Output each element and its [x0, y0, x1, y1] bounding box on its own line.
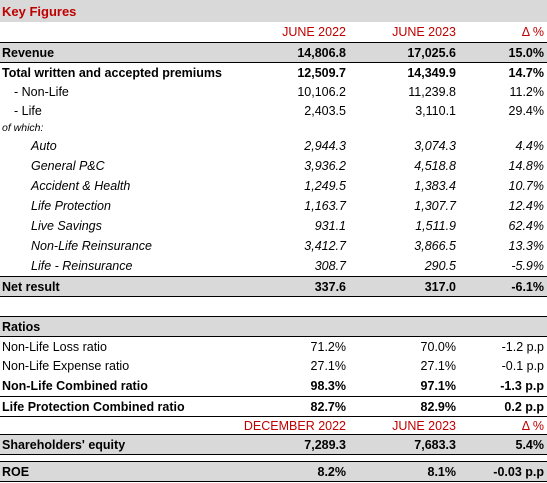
ratios-title: Ratios — [2, 319, 41, 334]
header-row-2: DECEMBER 2022 JUNE 2023 Δ % — [0, 416, 547, 434]
col-header-june-2023-2: JUNE 2023 — [392, 418, 456, 433]
ratios-title-bar: Ratios — [0, 316, 547, 336]
col-header-june-2022: JUNE 2022 — [282, 25, 346, 39]
col-header-delta-2: Δ % — [521, 418, 544, 433]
key-figures-title-bar: Key Figures — [0, 0, 547, 22]
table-row: Net result 337.6 317.0 -6.1% — [0, 276, 547, 297]
table-row: Non-Life Reinsurance 3,412.7 3,866.5 13.… — [31, 239, 544, 253]
col-header-december-2022: DECEMBER 2022 — [243, 418, 346, 433]
of-which-row: of which: — [2, 122, 44, 134]
table-row: Non-Life Combined ratio 98.3% 97.1% -1.3… — [2, 379, 544, 393]
table-row: - Life 2,403.5 3,110.1 29.4% — [14, 103, 544, 118]
col-header-june-2023: JUNE 2023 — [392, 25, 456, 39]
table-row: ROE 8.2% 8.1% -0.03 p.p — [0, 461, 547, 482]
key-figures-title: Key Figures — [2, 3, 77, 19]
table-row: Life Protection 1,163.7 1,307.7 12.4% — [31, 199, 544, 213]
header-row: JUNE 2022 JUNE 2023 Δ % — [0, 22, 547, 42]
table-row: Non-Life Loss ratio 71.2% 70.0% -1.2 p.p — [0, 336, 547, 356]
table-row: Life - Reinsurance 308.7 290.5 -5.9% — [31, 259, 544, 273]
table-row: Non-Life Expense ratio 27.1% 27.1% -0.1 … — [2, 359, 544, 373]
col-header-delta: Δ % — [521, 25, 544, 39]
table-row: Life Protection Combined ratio 82.7% 82.… — [0, 396, 547, 416]
table-row: Live Savings 931.1 1,511.9 62.4% — [31, 219, 544, 233]
table-row: - Non-Life 10,106.2 11,239.8 11.2% — [14, 84, 544, 99]
table-row: Accident & Health 1,249.5 1,383.4 10.7% — [31, 179, 544, 193]
table-row: Total written and accepted premiums 12,5… — [0, 62, 547, 82]
table-row: Auto 2,944.3 3,074.3 4.4% — [31, 139, 544, 153]
table-row: Shareholders' equity 7,289.3 7,683.3 5.4… — [0, 434, 547, 455]
table-row: Revenue 14,806.8 17,025.6 15.0% — [0, 42, 547, 62]
table-row: General P&C 3,936.2 4,518.8 14.8% — [31, 159, 544, 173]
